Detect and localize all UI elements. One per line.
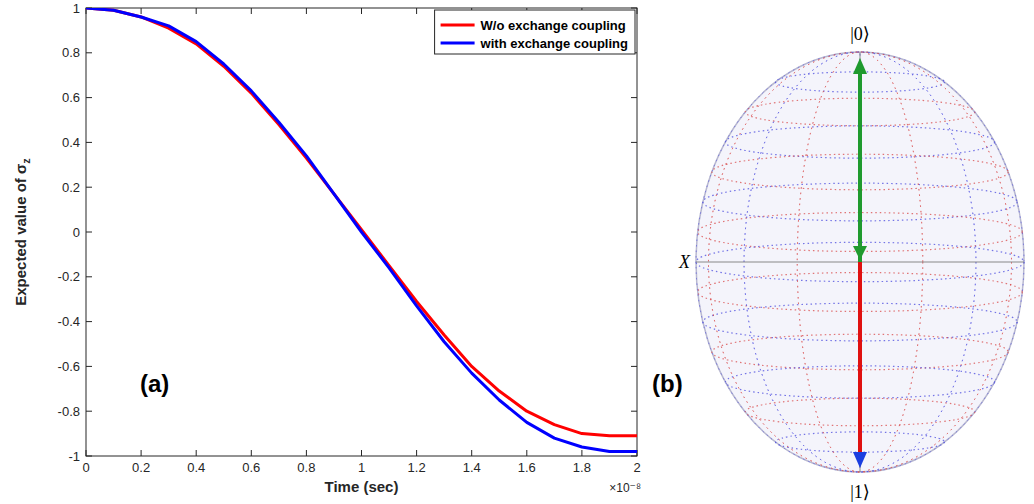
state-arrow-final xyxy=(858,262,862,454)
state-arrow-initial xyxy=(858,72,862,262)
plot-frame xyxy=(86,8,637,456)
y-tick-right xyxy=(631,321,637,322)
y-tick xyxy=(86,52,92,53)
series-line xyxy=(86,8,637,452)
x-tick-label: 0.2 xyxy=(132,460,150,475)
panel-label: (b) xyxy=(652,370,683,397)
legend-swatch xyxy=(441,24,475,27)
y-tick-right xyxy=(631,142,637,143)
x-tick xyxy=(86,450,87,456)
x-tick-label: 0.6 xyxy=(242,460,260,475)
x-axis-title: Time (sec) xyxy=(325,478,399,495)
y-tick-right xyxy=(631,411,637,412)
x-tick-label: 2 xyxy=(633,460,640,475)
y-tick-right xyxy=(631,8,637,9)
bloch-sphere xyxy=(696,52,1024,472)
y-tick xyxy=(86,456,92,457)
y-tick-right xyxy=(631,276,637,277)
y-tick-right xyxy=(631,232,637,233)
y-tick xyxy=(86,187,92,188)
x-tick-label: 0 xyxy=(82,460,89,475)
y-tick xyxy=(86,142,92,143)
x-tick xyxy=(471,450,472,456)
arrow-head xyxy=(853,246,867,260)
z-axis-line xyxy=(860,52,861,472)
x-tick-label: 1 xyxy=(358,460,365,475)
y-axis-title-main: Expected value of σ xyxy=(12,164,29,306)
x-tick-top xyxy=(251,8,252,14)
y-tick xyxy=(86,321,92,322)
state-label-top: |0⟩ xyxy=(850,24,870,44)
axis-label-x: X xyxy=(678,252,691,272)
x-tick-top xyxy=(196,8,197,14)
legend-box xyxy=(435,10,635,54)
y-tick-label: 0 xyxy=(73,225,80,240)
x-tick-label: 1.4 xyxy=(463,460,481,475)
y-tick-label: 1 xyxy=(73,1,80,16)
state-label-bottom: |1⟩ xyxy=(850,482,870,502)
legend: W/o exchange coupling with exchange coupl… xyxy=(435,10,635,54)
x-tick-top xyxy=(141,8,142,14)
y-tick-label: 0.8 xyxy=(62,45,80,60)
canvas: 0 0.2 0.4 0.6 0.8 1 1.2 1.4 1.6 1.8 2 -1 -0.8 -0.6 -0.… xyxy=(0,0,1034,504)
x-tick-top xyxy=(361,8,362,14)
y-tick-label: -1 xyxy=(68,449,80,464)
legend-swatch xyxy=(441,42,475,45)
sphere-meridian xyxy=(860,52,861,472)
y-tick-label: 0.4 xyxy=(62,135,80,150)
x-multiplier: ×10⁻⁸ xyxy=(609,481,641,495)
y-tick-right xyxy=(631,456,637,457)
y-tick-label: 0.2 xyxy=(62,180,80,195)
y-tick xyxy=(86,232,92,233)
y-tick xyxy=(86,366,92,367)
panel-label: (a) xyxy=(140,370,169,397)
legend-label: with exchange coupling xyxy=(480,36,628,51)
y-tick xyxy=(86,276,92,277)
series-line xyxy=(86,8,637,436)
arrow-head xyxy=(853,58,867,74)
x-tick xyxy=(416,450,417,456)
y-axis-title: Expected value of σz xyxy=(12,158,32,306)
sphere-meridian xyxy=(696,52,1024,472)
y-tick-right xyxy=(631,187,637,188)
legend-label: W/o exchange coupling xyxy=(481,18,626,33)
x-tick-label: 1.8 xyxy=(573,460,591,475)
x-tick-label: 1.6 xyxy=(518,460,536,475)
y-tick xyxy=(86,97,92,98)
y-axis-title-sub: z xyxy=(20,158,32,164)
x-tick-top xyxy=(416,8,417,14)
x-tick-top xyxy=(306,8,307,14)
sphere-outline xyxy=(696,52,1024,472)
y-tick-label: -0.8 xyxy=(58,404,80,419)
y-tick-label: 0.6 xyxy=(62,90,80,105)
x-tick xyxy=(361,450,362,456)
plot-lines xyxy=(86,8,637,452)
x-tick xyxy=(196,450,197,456)
x-tick xyxy=(251,450,252,456)
y-tick xyxy=(86,411,92,412)
x-tick-top xyxy=(637,8,638,14)
x-tick xyxy=(581,450,582,456)
x-tick xyxy=(141,450,142,456)
x-tick-label: 0.8 xyxy=(297,460,315,475)
x-tick-label: 0.4 xyxy=(187,460,205,475)
y-tick-label: -0.6 xyxy=(58,359,80,374)
x-tick-label: 1.2 xyxy=(408,460,426,475)
x-tick xyxy=(526,450,527,456)
x-tick xyxy=(306,450,307,456)
arrow-head xyxy=(853,452,867,468)
background xyxy=(0,0,1034,504)
y-tick-label: -0.4 xyxy=(58,314,80,329)
y-tick-right xyxy=(631,97,637,98)
y-tick-label: -0.2 xyxy=(58,269,80,284)
y-tick-right xyxy=(631,366,637,367)
